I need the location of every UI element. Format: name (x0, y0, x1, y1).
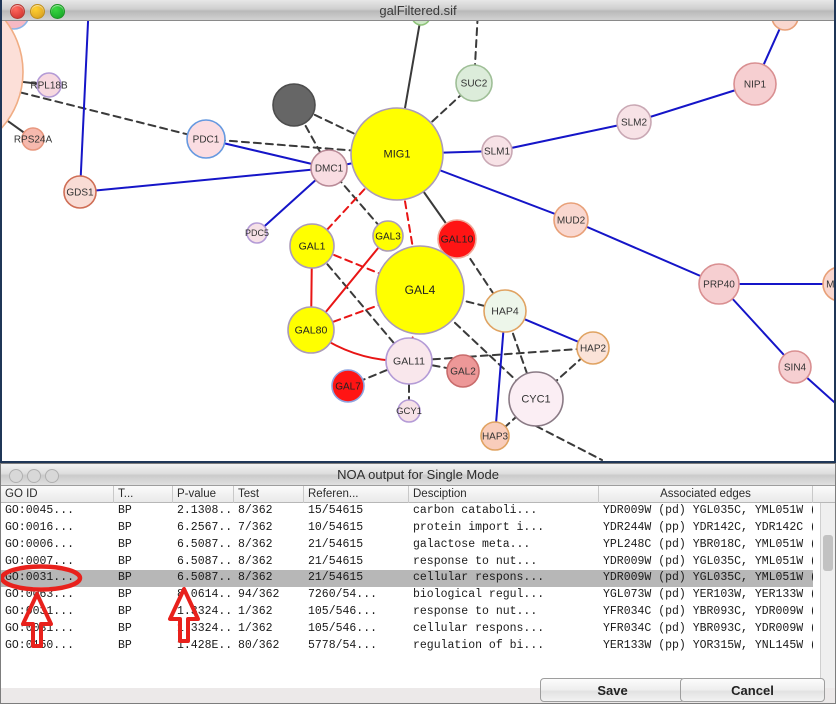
svg-text:SUC2: SUC2 (461, 78, 488, 89)
svg-text:NIP1: NIP1 (744, 79, 767, 90)
svg-text:CYC1: CYC1 (521, 394, 550, 406)
svg-text:SLM1: SLM1 (484, 146, 511, 157)
svg-text:HAP4: HAP4 (491, 306, 519, 318)
svg-text:SLM2: SLM2 (621, 117, 648, 128)
svg-text:GAL1: GAL1 (299, 241, 326, 253)
svg-text:GAL11: GAL11 (393, 356, 425, 368)
svg-text:HAP3: HAP3 (482, 431, 509, 442)
svg-text:HAP2: HAP2 (580, 343, 607, 354)
svg-text:GAL10: GAL10 (441, 234, 474, 246)
svg-text:MSN5: MSN5 (826, 279, 836, 290)
svg-text:GAL4: GAL4 (405, 283, 436, 297)
svg-text:SIN4: SIN4 (784, 362, 807, 373)
svg-text:RPL18B: RPL18B (30, 80, 68, 91)
svg-text:PDC1: PDC1 (193, 134, 220, 145)
svg-text:GDS1: GDS1 (66, 187, 94, 198)
svg-text:GCY1: GCY1 (396, 406, 422, 417)
svg-text:GAL2: GAL2 (450, 366, 476, 377)
svg-text:GAL80: GAL80 (295, 325, 328, 337)
svg-text:DMC1: DMC1 (315, 163, 344, 174)
svg-text:GAL7: GAL7 (335, 381, 361, 392)
svg-text:MIG1: MIG1 (384, 149, 411, 161)
svg-text:GAL3: GAL3 (375, 231, 401, 242)
svg-text:PDC5: PDC5 (245, 228, 269, 238)
svg-text:RPS24A: RPS24A (14, 134, 53, 145)
svg-text:PRP40: PRP40 (703, 279, 735, 290)
svg-text:MUD2: MUD2 (557, 215, 586, 226)
